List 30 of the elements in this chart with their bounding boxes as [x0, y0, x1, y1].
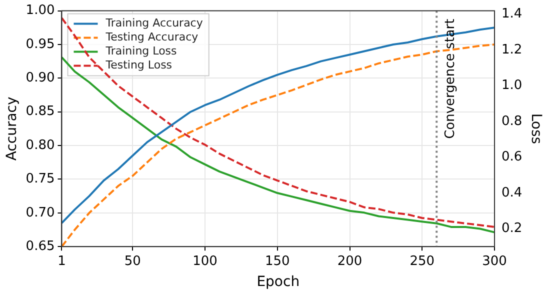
y2-axis-title: Loss: [528, 113, 544, 144]
y2-tick-label: 0.8: [502, 114, 522, 129]
x-tick-label: 200: [337, 254, 362, 269]
y2-tick-label: 0.2: [502, 221, 522, 236]
x-tick-label: 100: [192, 254, 218, 269]
legend-label: Testing Loss: [104, 58, 172, 72]
y2-tick-label: 1.0: [502, 78, 522, 94]
y-axis-title: Accuracy: [4, 96, 20, 161]
y-tick-label: 0.85: [26, 104, 55, 120]
y-tick-label: 0.65: [26, 238, 55, 254]
legend-label: Training Loss: [104, 44, 178, 58]
y2-tick-label: 1.4: [502, 6, 522, 22]
y2-tick-label: 0.6: [502, 150, 522, 165]
y-tick-label: 1.00: [26, 3, 55, 18]
y-tick-label: 0.95: [26, 36, 55, 52]
x-tick-label: 150: [265, 254, 290, 269]
ref-line-label: Convergence start: [443, 18, 458, 139]
x-tick-label: 250: [410, 254, 435, 269]
y2-tick-label: 0.4: [502, 185, 522, 200]
x-tick-label: 300: [482, 254, 507, 269]
x-tick-label: 50: [124, 254, 141, 269]
y2-tick-label: 1.2: [502, 42, 522, 58]
y-tick-label: 0.90: [26, 70, 55, 86]
legend-label: Training Accuracy: [104, 16, 204, 30]
y-tick-label: 0.75: [26, 172, 55, 187]
y-tick-label: 0.80: [26, 138, 55, 153]
y-tick-label: 0.70: [26, 205, 55, 220]
x-tick-label: 1: [58, 254, 66, 269]
legend-label: Testing Accuracy: [104, 30, 199, 44]
x-axis-title: Epoch: [256, 274, 300, 290]
